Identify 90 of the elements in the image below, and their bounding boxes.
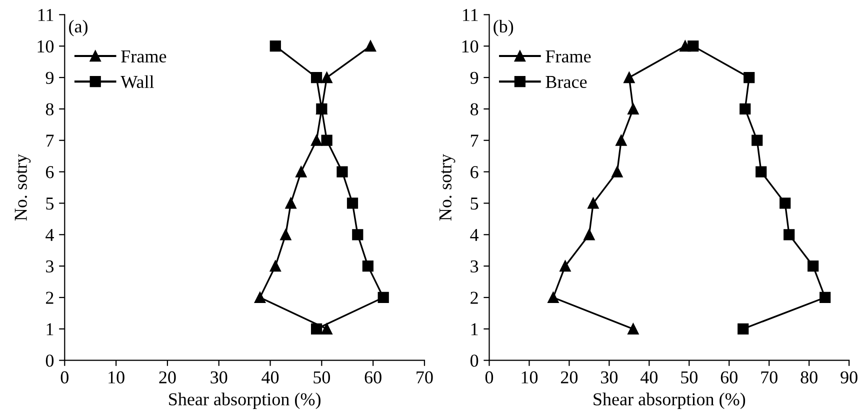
- point: [624, 72, 635, 84]
- x-tick-label: 20: [159, 371, 176, 384]
- y-tick-label: 6: [46, 166, 54, 178]
- point: [310, 72, 322, 84]
- x-tick-label: 50: [314, 371, 330, 384]
- x-tick-label: 30: [601, 371, 618, 384]
- x-tick-label: 50: [681, 371, 698, 384]
- x-tick-label: 0: [60, 371, 68, 384]
- point: [820, 292, 831, 304]
- y-tick-label: 11: [38, 9, 54, 21]
- point: [628, 323, 639, 334]
- y-tick-label: 11: [463, 9, 478, 21]
- x-tick-label: 20: [560, 371, 578, 384]
- legend-label: Frame: [546, 50, 591, 63]
- point: [336, 166, 348, 178]
- x-tick-label: 40: [640, 371, 658, 384]
- point: [780, 198, 791, 209]
- point: [738, 323, 749, 334]
- y-tick-label: 3: [470, 260, 478, 273]
- point: [560, 260, 571, 272]
- point: [628, 103, 639, 114]
- x-axis-title: Shear absorption (%): [169, 392, 320, 410]
- y-tick-label: 1: [46, 323, 54, 336]
- point: [352, 229, 364, 240]
- y-tick-label: 5: [470, 198, 478, 210]
- x-axis-title: Shear absorption (%): [594, 392, 746, 410]
- y-tick-label: 3: [46, 260, 54, 273]
- point: [584, 229, 595, 240]
- annotation: (a): [69, 20, 88, 36]
- y-tick-label: 10: [462, 40, 478, 53]
- point: [310, 134, 322, 146]
- y-tick-label: 9: [46, 72, 54, 84]
- x-tick-label: 10: [522, 371, 538, 384]
- point: [784, 229, 795, 240]
- point: [378, 292, 389, 304]
- y-axis-title: No. sotry: [14, 154, 31, 221]
- point: [321, 134, 332, 146]
- point: [752, 134, 763, 146]
- x-tick-label: 60: [364, 371, 382, 384]
- x-tick-label: 70: [761, 371, 778, 384]
- y-tick-label: 0: [470, 354, 478, 367]
- y-tick-label: 2: [46, 292, 54, 304]
- point: [688, 40, 699, 52]
- x-tick-label: 10: [108, 371, 124, 384]
- point: [808, 260, 819, 272]
- y-tick-label: 9: [470, 72, 478, 84]
- x-tick-label: 80: [800, 371, 818, 384]
- point: [616, 134, 627, 146]
- point: [744, 72, 755, 84]
- x-tick-label: 30: [210, 371, 228, 384]
- point: [280, 229, 292, 240]
- point: [316, 103, 328, 114]
- point: [364, 40, 376, 52]
- x-tick-label: 0: [485, 371, 494, 384]
- point: [270, 40, 281, 52]
- point: [285, 198, 296, 209]
- y-tick-label: 8: [470, 103, 478, 116]
- point: [588, 198, 599, 209]
- point: [321, 72, 332, 84]
- x-tick-label: 40: [262, 371, 279, 384]
- y-tick-label: 7: [46, 134, 54, 147]
- legend-label: Brace: [546, 76, 587, 88]
- y-tick-label: 10: [38, 40, 54, 53]
- point: [270, 260, 281, 272]
- x-tick-label: 60: [720, 371, 738, 384]
- y-axis-title: No. sotry: [439, 154, 456, 221]
- y-tick-label: 5: [46, 198, 54, 210]
- y-tick-label: 4: [46, 229, 54, 241]
- point: [612, 166, 623, 178]
- y-tick-label: 1: [471, 323, 478, 336]
- point: [362, 260, 374, 272]
- point: [346, 198, 358, 209]
- x-tick-label: 90: [840, 371, 858, 384]
- point: [756, 166, 767, 178]
- legend-label: Frame: [121, 50, 166, 63]
- y-tick-label: 2: [470, 292, 478, 304]
- y-tick-label: 0: [46, 354, 54, 367]
- x-tick-label: 70: [416, 371, 433, 384]
- y-tick-label: 6: [470, 166, 478, 178]
- point: [740, 103, 751, 114]
- y-tick-label: 8: [46, 103, 54, 116]
- point: [296, 166, 307, 178]
- annotation: (b): [494, 20, 514, 36]
- y-tick-label: 7: [470, 134, 478, 147]
- point: [254, 292, 266, 304]
- point: [321, 323, 332, 334]
- legend-label: Wall: [120, 75, 154, 88]
- y-tick-label: 4: [470, 229, 479, 241]
- point: [548, 292, 559, 304]
- point: [310, 323, 322, 334]
